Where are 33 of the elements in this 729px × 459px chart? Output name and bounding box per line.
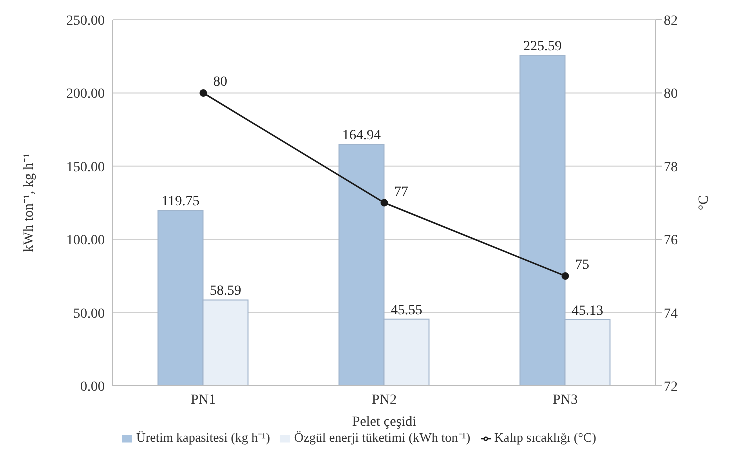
x-tick-label: PN2 [372, 392, 397, 408]
data-label: 77 [394, 184, 408, 200]
legend-label: Üretim kapasitesi (kg h⁻¹) [136, 430, 270, 445]
point [200, 89, 208, 97]
data-label: 75 [576, 258, 590, 274]
point [380, 199, 388, 207]
x-axis-title: Pelet çeşidi [352, 415, 417, 430]
data-label: 164.94 [342, 128, 381, 144]
y-tick-label: 250.00 [66, 14, 105, 29]
y2-tick-label: 80 [664, 87, 678, 102]
legend-label: Kalıp sıcaklığı (°C) [494, 430, 596, 445]
y2-tick-label: 74 [664, 306, 678, 322]
data-label: 58.59 [210, 284, 242, 300]
y2-tick-label: 82 [664, 14, 678, 29]
x-tick-label: PN3 [553, 392, 578, 408]
y2-tick-label: 76 [664, 234, 678, 249]
y-axis-title: kWh ton⁻¹, kg h⁻¹ [22, 154, 37, 252]
data-label: 45.55 [391, 303, 422, 318]
y-tick-label: 0.00 [80, 380, 105, 395]
point [562, 272, 570, 280]
data-label: 225.59 [524, 40, 562, 55]
y-tick-label: 50.00 [74, 306, 105, 322]
y-tick-label: 150.00 [66, 160, 105, 176]
data-label: 45.13 [572, 304, 604, 319]
y2-tick-label: 78 [664, 160, 678, 176]
legend-label: Özgül enerji tüketimi (kWh ton⁻¹) [294, 430, 471, 445]
y2-tick-label: 72 [664, 380, 678, 395]
y2-axis-title: °C [696, 196, 712, 210]
x-tick-label: PN1 [191, 392, 216, 408]
data-label: 80 [214, 75, 228, 90]
y-tick-label: 100.00 [66, 234, 105, 249]
data-label: 119.75 [162, 194, 200, 210]
y-tick-label: 200.00 [66, 87, 105, 102]
